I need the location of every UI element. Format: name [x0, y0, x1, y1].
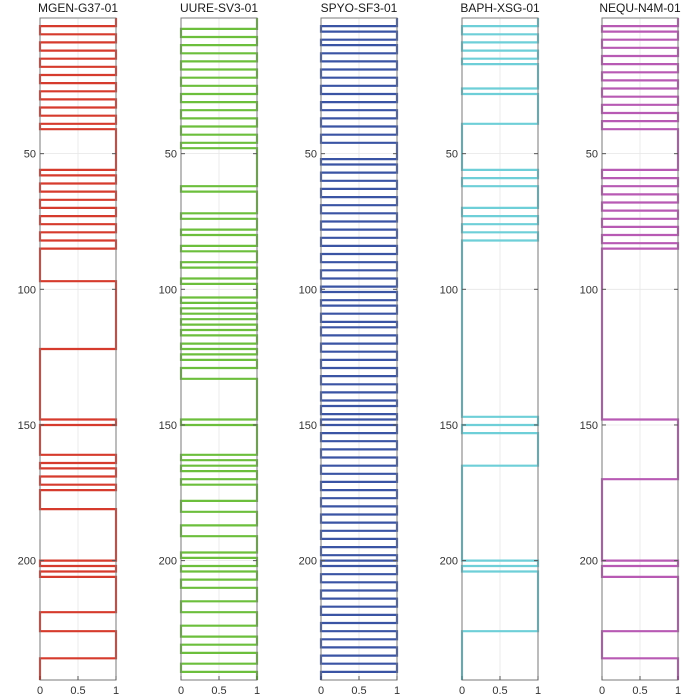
- x-tick-label: 0.5: [351, 685, 366, 697]
- y-tick-label: 200: [440, 556, 458, 568]
- y-tick-label: 150: [580, 420, 598, 432]
- panel-title: NEQU-N4M-01: [599, 1, 681, 15]
- x-tick-label: 0: [37, 685, 43, 697]
- x-tick-label: 0.5: [632, 685, 647, 697]
- panel-title: MGEN-G37-01: [38, 1, 118, 15]
- y-tick-label: 100: [299, 284, 317, 296]
- y-tick-label: 50: [24, 149, 36, 161]
- y-tick-label: 150: [18, 420, 36, 432]
- y-tick-label: 50: [305, 149, 317, 161]
- x-tick-label: 0: [318, 685, 324, 697]
- series-trace: [319, 18, 399, 680]
- x-tick-label: 1: [535, 685, 541, 697]
- panel-baph-xsg-01: 50 100 150 200 0 0.5 1 BAPH-XSG-01: [440, 1, 541, 697]
- x-tick-label: 0.5: [211, 685, 226, 697]
- x-tick-label: 0.5: [492, 685, 507, 697]
- panel-mgen-g37-01: 50 100 150 200 0 0.5 1 MGEN-G37-01: [18, 1, 119, 697]
- panel-nequ-n4m-01: 50 100 150 200 0 0.5 1 NEQU-N4M-01: [580, 1, 681, 697]
- y-tick-label: 100: [440, 284, 458, 296]
- y-tick-label: 100: [18, 284, 36, 296]
- x-tick-label: 0: [599, 685, 605, 697]
- panel-spyo-sf3-01: 50 100 150 200 0 0.5 1 SPYO-SF3-01: [299, 1, 400, 697]
- y-tick-label: 200: [299, 556, 317, 568]
- y-tick-label: 50: [586, 149, 598, 161]
- y-tick-label: 100: [580, 284, 598, 296]
- y-tick-label: 50: [165, 149, 177, 161]
- x-tick-label: 1: [675, 685, 681, 697]
- x-tick-label: 1: [113, 685, 119, 697]
- y-tick-label: 100: [159, 284, 177, 296]
- x-tick-label: 0.5: [70, 685, 85, 697]
- panel-title: SPYO-SF3-01: [321, 1, 398, 15]
- x-tick-label: 0: [178, 685, 184, 697]
- x-tick-label: 1: [394, 685, 400, 697]
- y-tick-label: 150: [159, 420, 177, 432]
- y-tick-label: 50: [446, 149, 458, 161]
- y-tick-label: 150: [440, 420, 458, 432]
- y-tick-label: 200: [18, 556, 36, 568]
- y-tick-label: 200: [159, 556, 177, 568]
- panel-uure-sv3-01: 50 100 150 200 0 0.5 1 UURE-SV3-01: [159, 1, 260, 697]
- x-tick-label: 0: [459, 685, 465, 697]
- panel-title: BAPH-XSG-01: [460, 1, 540, 15]
- x-tick-label: 1: [254, 685, 260, 697]
- panel-title: UURE-SV3-01: [180, 1, 258, 15]
- y-tick-label: 150: [299, 420, 317, 432]
- y-tick-label: 200: [580, 556, 598, 568]
